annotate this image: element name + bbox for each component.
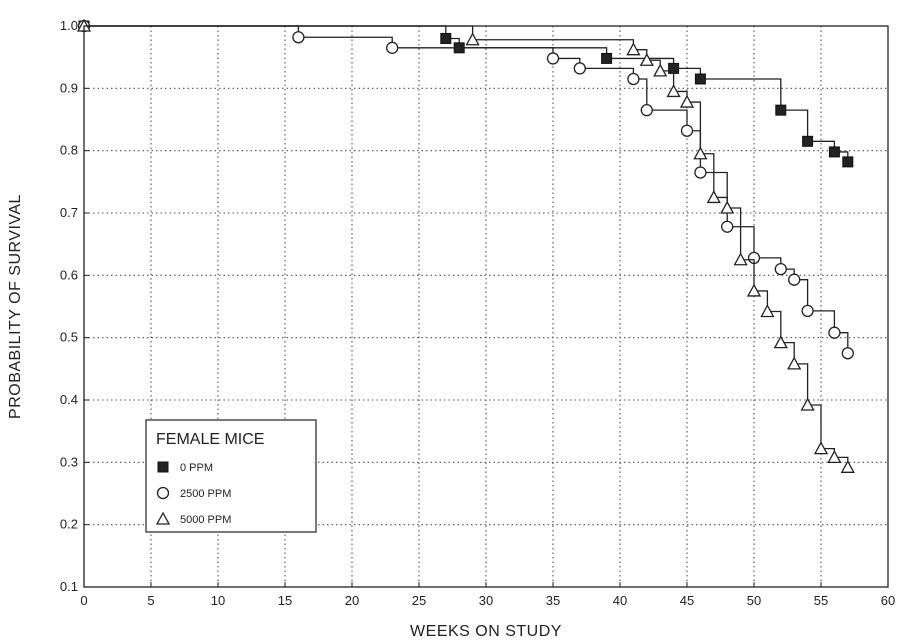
data-point [827, 449, 842, 463]
data-point [801, 304, 814, 318]
data-point [828, 146, 840, 158]
x-tick-label: 45 [680, 593, 694, 608]
x-tick-label: 60 [881, 593, 895, 608]
data-point [721, 220, 734, 233]
y-tick-label: 0.1 [60, 579, 78, 594]
legend-symbol [156, 486, 170, 500]
data-point [386, 41, 399, 54]
data-point [601, 52, 613, 64]
data-point [840, 459, 855, 473]
data-point [774, 262, 787, 276]
data-point [746, 283, 762, 297]
data-point [680, 124, 694, 137]
y-tick-label: 0.7 [60, 205, 78, 220]
x-tick-label: 0 [80, 593, 87, 608]
y-tick-label: 0.2 [60, 517, 78, 532]
data-point [720, 200, 735, 214]
y-tick-label: 0.8 [60, 143, 78, 158]
data-point [813, 441, 829, 455]
legend-label: 0 PPM [180, 462, 213, 474]
data-point [802, 135, 814, 147]
grid [84, 26, 888, 587]
legend-symbol [157, 461, 169, 473]
data-point [292, 31, 305, 44]
data-point [573, 62, 586, 75]
data-point [773, 335, 788, 349]
x-tick-label: 20 [345, 593, 359, 608]
data-point [787, 356, 802, 370]
data-point [639, 52, 654, 66]
data-point [706, 190, 721, 204]
axis-ticks: 0 5 10 15 20 25 30 35 40 45 50 55 60 0.1 0.2 0.3 0.4 0.5 0… [60, 18, 895, 608]
legend-entry: 0 PPM [157, 461, 213, 474]
data-point [546, 52, 560, 65]
y-tick-label: 0.3 [60, 454, 78, 469]
y-tick-label: 1.0 [60, 18, 78, 33]
data-point [828, 326, 841, 339]
x-tick-label: 25 [412, 593, 426, 608]
y-tick-label: 0.5 [60, 330, 78, 345]
data-point [626, 42, 641, 56]
data-point [653, 63, 668, 77]
legend-entry: 2500 PPM [156, 486, 231, 500]
data-point [640, 104, 653, 117]
x-tick-label: 55 [814, 593, 828, 608]
legend-label: 2500 PPM [180, 488, 231, 500]
legend-label: 5000 PPM [180, 514, 231, 526]
data-point [841, 347, 854, 360]
data-point [627, 72, 640, 86]
data-point [760, 304, 775, 318]
data-point [694, 73, 706, 85]
data-point [440, 32, 452, 44]
data-point [694, 166, 707, 179]
x-tick-label: 40 [613, 593, 627, 608]
legend-entries: 0 PPM 2500 PPM 5000 PPM [155, 461, 231, 526]
y-tick-label: 0.9 [60, 80, 78, 95]
data-point [693, 146, 708, 160]
legend-entry: 5000 PPM [155, 511, 231, 526]
data-point [788, 273, 801, 286]
series-layer [76, 18, 855, 473]
y-tick-label: 0.4 [60, 392, 78, 407]
data-point [679, 94, 695, 108]
x-tick-label: 35 [546, 593, 560, 608]
legend-title: FEMALE MICE [156, 431, 264, 448]
data-point [775, 104, 787, 116]
y-axis-title: PROBABILITY OF SURVIVAL [7, 194, 24, 419]
x-tick-label: 5 [147, 593, 154, 608]
series-3 [76, 18, 855, 473]
data-point [666, 84, 681, 98]
x-tick-label: 15 [278, 593, 292, 608]
legend-symbol [155, 511, 171, 525]
data-point [733, 252, 748, 266]
y-tick-label: 0.6 [60, 267, 78, 282]
x-tick-label: 30 [479, 593, 493, 608]
x-tick-label: 50 [747, 593, 761, 608]
x-tick-label: 10 [211, 593, 225, 608]
series-line [84, 25, 849, 162]
x-axis-title: WEEKS ON STUDY [410, 623, 562, 640]
legend: FEMALE MICE 0 PPM 2500 PPM 5000 PPM [145, 419, 317, 533]
data-point [800, 397, 815, 411]
legend-box [145, 419, 317, 533]
data-point [465, 32, 480, 46]
data-point [842, 156, 854, 168]
